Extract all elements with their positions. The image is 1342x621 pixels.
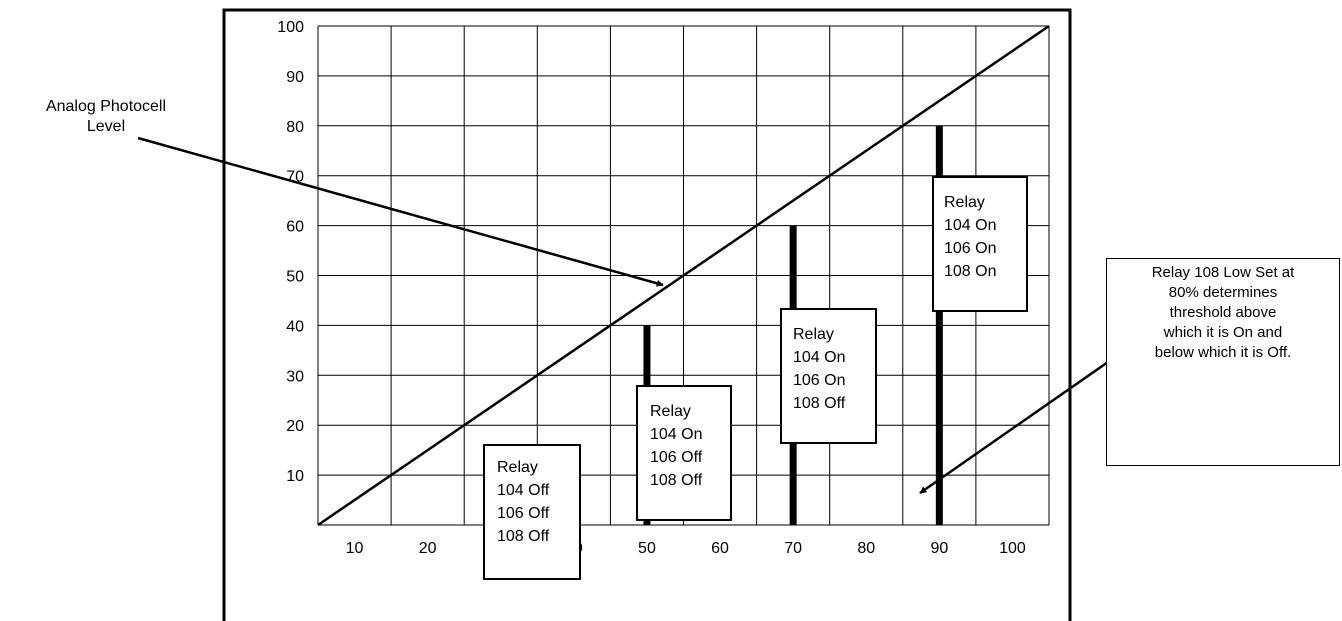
y-tick-label: 90 xyxy=(286,69,304,86)
x-tick-label: 10 xyxy=(346,540,364,557)
x-tick-label: 80 xyxy=(857,540,875,557)
relay-box-1-line-1: Relay xyxy=(497,459,538,476)
relay108-callout-line-2: 80% determines xyxy=(1168,284,1278,301)
y-tick-label: 30 xyxy=(286,368,304,385)
relay-box-1-line-2: 104 Off xyxy=(497,482,550,499)
relay-box-3-line-1: Relay xyxy=(793,326,834,343)
relay-box-1-line-3: 106 Off xyxy=(497,505,550,522)
relay-box-3-line-2: 104 On xyxy=(793,349,846,366)
y-tick-label: 40 xyxy=(286,318,304,335)
relay108-callout-box: Relay 108 Low Set at 80% determines thre… xyxy=(1106,258,1340,466)
photocell-line xyxy=(317,24,1050,527)
photocell-arrow xyxy=(137,136,664,287)
callout-arrows xyxy=(137,136,1109,495)
y-tick-label: 60 xyxy=(286,219,304,236)
relay-box-2-line-2: 104 On xyxy=(650,426,703,443)
relay-box-2-line-1: Relay xyxy=(650,403,691,420)
relay-box-2-line-4: 108 Off xyxy=(650,472,703,489)
x-tick-label: 50 xyxy=(638,540,656,557)
x-tick-label: 70 xyxy=(784,540,802,557)
relay108-callout-line-3: threshold above xyxy=(1169,304,1277,321)
relay108-arrow xyxy=(919,360,1109,495)
relay-box-2-line-3: 106 Off xyxy=(650,449,703,466)
photocell-callout-line-1: Analog Photocell xyxy=(45,98,167,115)
relay-box-3-line-4: 108 Off xyxy=(793,395,846,412)
x-tick-label: 90 xyxy=(930,540,948,557)
relay-box-4-line-4: 108 On xyxy=(944,263,997,280)
relay-state-box-1: Relay 104 Off 106 Off 108 Off xyxy=(483,444,581,580)
relay-box-3-line-3: 106 On xyxy=(793,372,846,389)
y-tick-label: 20 xyxy=(286,418,304,435)
x-tick-label: 100 xyxy=(999,540,1026,557)
relay-state-box-4: Relay 104 On 106 On 108 On xyxy=(932,176,1028,312)
relay-state-box-3: Relay 104 On 106 On 108 Off xyxy=(780,308,877,444)
y-tick-label: 100 xyxy=(277,19,304,36)
relay-box-1-line-4: 108 Off xyxy=(497,528,550,545)
y-tick-label: 50 xyxy=(286,269,304,286)
relay-box-4-line-3: 106 On xyxy=(944,240,997,257)
relay108-callout-line-1: Relay 108 Low Set at xyxy=(1151,264,1295,281)
outer-frame xyxy=(222,8,1072,621)
x-tick-label: 20 xyxy=(419,540,437,557)
relay108-callout-line-4: which it is On and xyxy=(1163,324,1283,341)
photocell-level-line xyxy=(317,24,1050,527)
relay108-callout-line-5: below which it is Off. xyxy=(1154,344,1292,361)
y-tick-label: 80 xyxy=(286,119,304,136)
relay-box-4-line-2: 104 On xyxy=(944,217,997,234)
photocell-callout-line-2: Level xyxy=(86,118,126,135)
y-tick-label: 10 xyxy=(286,468,304,485)
relay-box-4-line-1: Relay xyxy=(944,194,985,211)
photocell-callout: Analog Photocell Level xyxy=(36,97,176,137)
x-tick-label: 60 xyxy=(711,540,729,557)
relay-state-box-2: Relay 104 On 106 Off 108 Off xyxy=(636,385,732,521)
